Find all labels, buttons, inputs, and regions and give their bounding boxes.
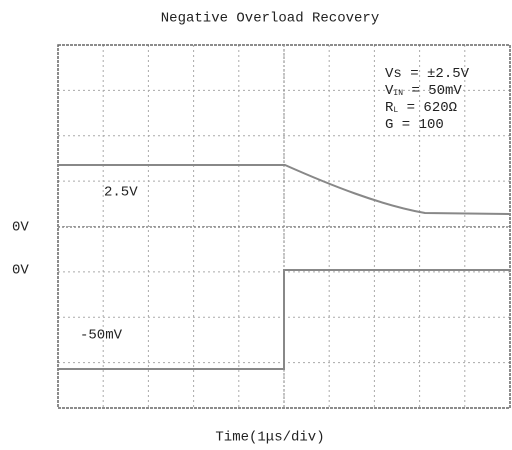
condition-sub: IN [393,89,403,98]
condition-rest: = ±2.5V [402,66,470,82]
condition: G = 100 [385,117,444,133]
condition-base: G [385,117,393,133]
condition-sub: L [393,106,398,115]
condition-rest: = 620Ω [398,100,457,116]
condition: VIN = 50mV [385,83,462,99]
condition-base: R [385,100,394,116]
x-label: Time(1μs/div) [215,430,324,446]
channel-label: 0V [12,263,29,279]
condition-rest: = 100 [393,117,443,133]
channel-label: 0V [12,220,29,236]
title: Negative Overload Recovery [161,11,379,27]
trace-label: -50mV [80,328,123,344]
output-trace [58,164,511,215]
condition: Vs = ±2.5V [385,66,470,82]
trace-label: 2.5V [104,185,138,201]
input-trace [58,269,510,370]
condition: RL = 620Ω [385,100,457,116]
condition-base: V [385,83,394,99]
condition-base: Vs [385,66,402,82]
condition-rest: = 50mV [403,83,462,99]
